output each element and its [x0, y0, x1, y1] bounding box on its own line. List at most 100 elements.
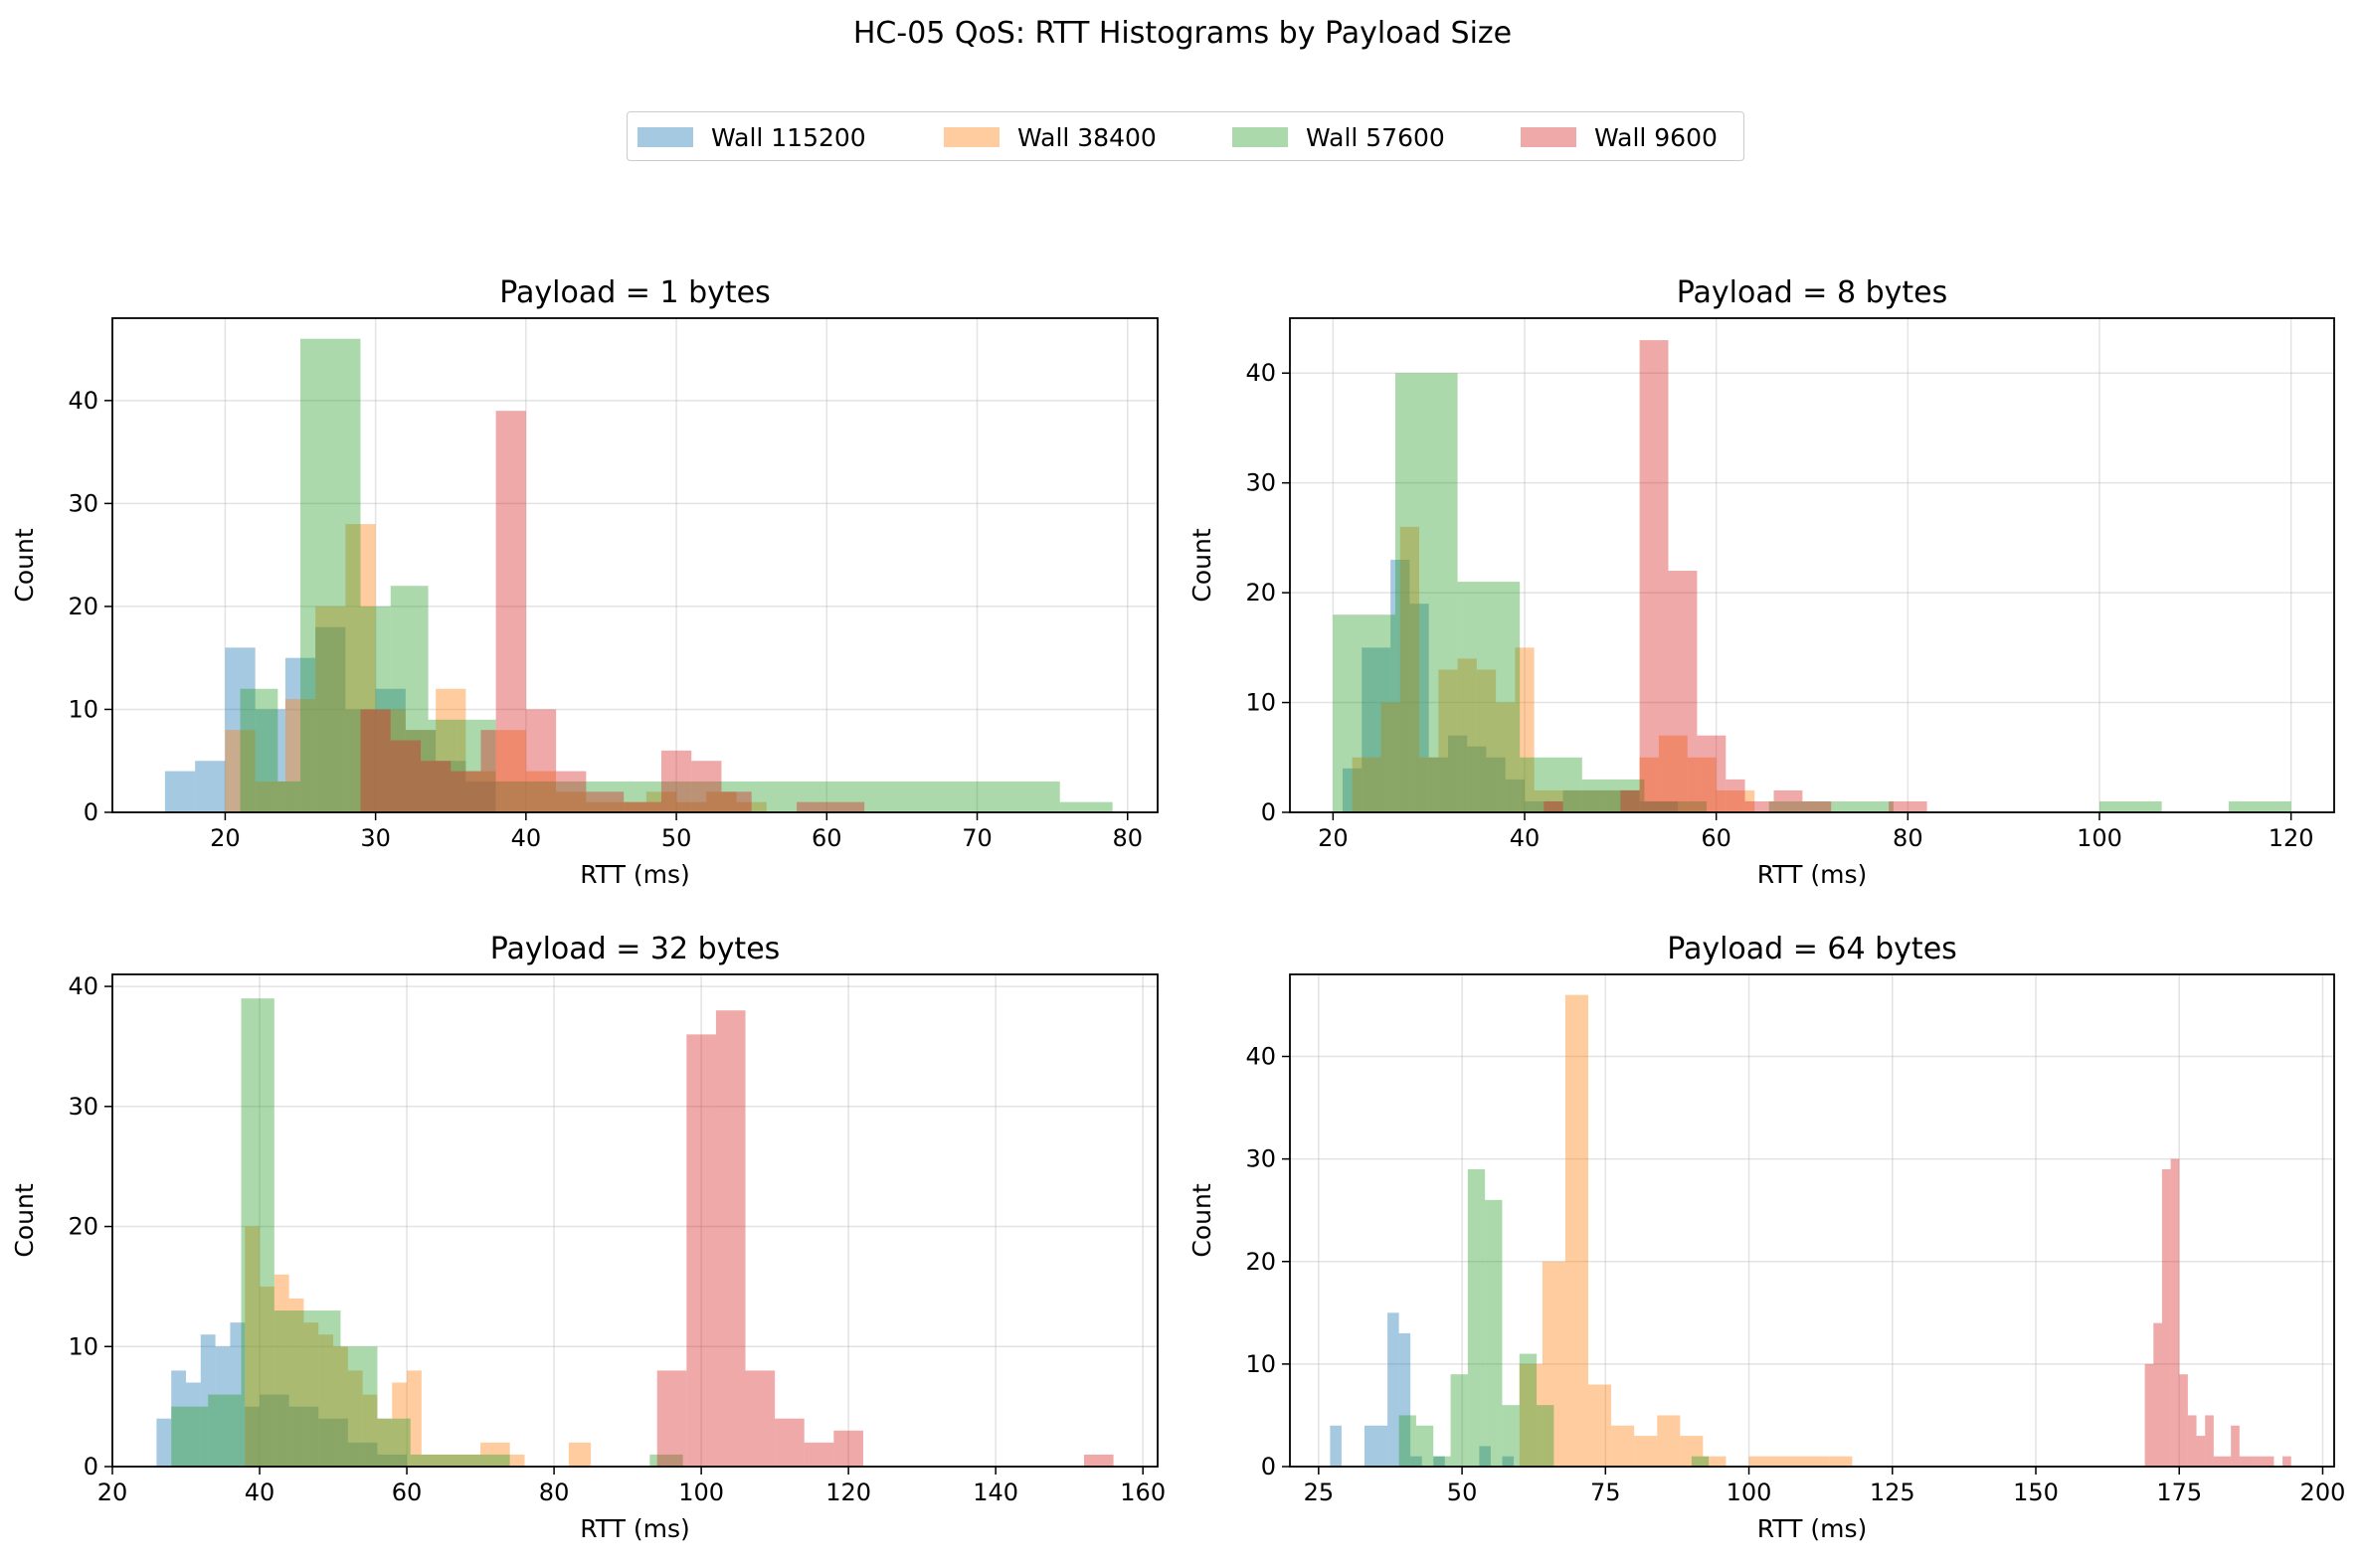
histogram-bar: [260, 1394, 289, 1467]
histogram-bar: [315, 606, 346, 812]
histogram-bar: [333, 1346, 348, 1467]
histogram-bar: [2265, 1456, 2274, 1467]
histogram-bar: [277, 781, 301, 812]
x-tick-label: 80: [1112, 824, 1143, 852]
series-wall-57600: [171, 998, 683, 1467]
histogram-panel-2: 20 40 60 80 100 120 0 10 20 30 40 Payload = 8 bytes…: [1187, 275, 2335, 889]
histogram-bar: [2222, 1456, 2232, 1467]
histogram-bar: [273, 1310, 308, 1467]
histogram-bar: [2170, 1158, 2180, 1467]
x-tick-label: 160: [1120, 1479, 1166, 1506]
axes-frame: [111, 317, 1159, 813]
series-wall-57600: [1398, 1168, 1710, 1467]
histogram-bar: [171, 1370, 187, 1467]
histogram-bar: [1889, 800, 1909, 812]
y-tick-label: 40: [1245, 359, 1276, 387]
series-wall-38400: [245, 1226, 592, 1467]
histogram-bar: [556, 791, 587, 812]
legend-swatch: [1521, 127, 1576, 147]
histogram-bar: [1457, 658, 1477, 812]
histogram-bar: [284, 699, 316, 812]
y-tick-label: 40: [68, 972, 98, 1000]
histogram-bar: [288, 1406, 319, 1467]
histogram-bar: [1831, 800, 1894, 812]
histogram-bar: [1519, 1353, 1538, 1467]
histogram-bar: [1639, 800, 1679, 812]
histogram-bar: [230, 1322, 246, 1467]
histogram-bar: [428, 719, 458, 812]
histogram-bar: [186, 1382, 201, 1467]
histogram-bar: [195, 761, 226, 812]
series-wall-57600: [1333, 373, 2291, 812]
histogram-bar: [377, 1418, 411, 1467]
histogram-bar: [1680, 1436, 1704, 1467]
y-tick-label: 10: [68, 1332, 98, 1360]
legend-entry-wall-38400: Wall 38400: [944, 122, 1157, 152]
panel-title: Payload = 32 bytes: [490, 932, 781, 966]
histogram-bar: [2153, 1322, 2162, 1467]
x-tick-label: 200: [2300, 1479, 2346, 1506]
histogram-bar: [2196, 1436, 2206, 1467]
y-tick-label: 0: [1261, 798, 1276, 826]
histogram-bar: [1601, 789, 1640, 812]
histogram-bar: [457, 719, 496, 812]
series-wall-115200: [1342, 559, 1679, 812]
histogram-bar: [1773, 789, 1803, 812]
histogram-bar: [465, 771, 496, 812]
histogram-bar: [1703, 1456, 1727, 1467]
x-tick-label: 40: [245, 1479, 275, 1506]
histogram-bar: [1634, 1436, 1658, 1467]
histogram-bar: [1520, 757, 1582, 812]
histogram-bar: [1390, 559, 1410, 812]
histogram-bar: [1476, 669, 1497, 812]
histogram-bar: [2098, 800, 2162, 812]
y-tick-label: 30: [1245, 469, 1276, 497]
histogram-bar: [1428, 757, 1448, 812]
histogram-bar: [347, 1442, 378, 1467]
histogram-bar: [164, 771, 196, 812]
histogram-bar: [225, 647, 256, 812]
x-tick-label: 75: [1590, 1479, 1621, 1506]
legend-label: Wall 38400: [1017, 122, 1157, 152]
histogram-bar: [284, 657, 316, 812]
histogram-bar: [1398, 1415, 1416, 1467]
histogram-bar: [1734, 789, 1755, 812]
panel-title: Payload = 64 bytes: [1667, 932, 1957, 966]
legend: Wall 115200 Wall 38400 Wall 57600 Wall 9…: [627, 111, 1744, 161]
histogram-bar: [1433, 1456, 1445, 1467]
histogram-bar: [1399, 526, 1420, 812]
histogram-bar: [405, 730, 437, 812]
histogram-bar: [660, 750, 692, 812]
histogram-bar: [509, 1454, 525, 1467]
histogram-bar: [1375, 1425, 1388, 1467]
histogram-bar: [451, 771, 481, 812]
histogram-bar: [377, 1454, 408, 1467]
series-wall-9600: [1544, 340, 1927, 812]
histogram-bar: [1333, 614, 1395, 812]
x-tick-label: 60: [392, 1479, 423, 1506]
histogram-bar: [676, 801, 707, 812]
histogram-bar: [1620, 789, 1640, 812]
histogram-bar: [1748, 1456, 1830, 1467]
histogram-bar: [345, 524, 376, 812]
histogram-bar: [360, 606, 391, 812]
histogram-bar: [495, 411, 526, 812]
x-tick-label: 50: [1447, 1479, 1478, 1506]
histogram-bar: [715, 1010, 746, 1467]
histogram-bar: [375, 688, 406, 812]
x-tick-label: 140: [973, 1479, 1018, 1506]
x-tick-label: 20: [97, 1479, 128, 1506]
histogram-bar: [1537, 1405, 1554, 1467]
series-wall-9600: [360, 411, 865, 812]
histogram-bar: [1802, 800, 1832, 812]
x-axis-label: RTT (ms): [580, 860, 690, 889]
histogram-bar: [1059, 801, 1113, 812]
histogram-bar: [1544, 800, 1563, 812]
y-tick-label: 10: [1245, 689, 1276, 717]
x-tick-label: 120: [2269, 824, 2314, 852]
legend-label: Wall 57600: [1306, 122, 1445, 152]
x-tick-label: 100: [2077, 824, 2122, 852]
histogram-bar: [525, 771, 557, 812]
histogram-bar: [1415, 1425, 1434, 1467]
